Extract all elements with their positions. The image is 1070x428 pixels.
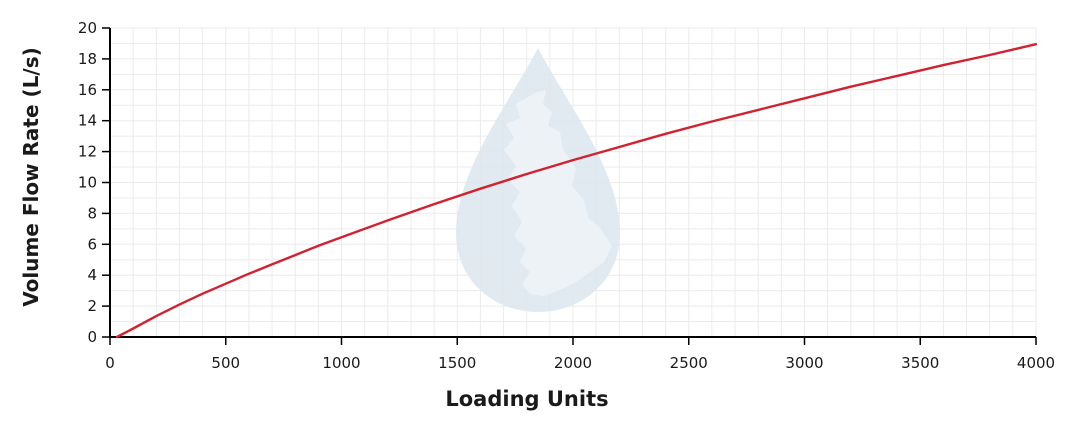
- y-axis-ticks: 0 2 4 6 8 10 12 14 16 18 20: [78, 19, 110, 346]
- x-tick-label: 2000: [554, 354, 592, 372]
- x-tick-label: 3000: [785, 354, 823, 372]
- series-group: [115, 43, 1038, 339]
- series-line-0: [115, 43, 1038, 339]
- y-tick-label: 6: [87, 235, 97, 253]
- y-tick-label: 4: [87, 266, 97, 284]
- y-tick-label: 12: [78, 143, 97, 161]
- y-tick-label: 20: [78, 19, 97, 37]
- x-tick-label: 3500: [901, 354, 939, 372]
- x-tick-label: 1500: [438, 354, 476, 372]
- x-axis-title: Loading Units: [445, 387, 608, 411]
- x-tick-label: 500: [211, 354, 240, 372]
- y-tick-label: 0: [87, 328, 97, 346]
- water-drop-map-icon: [456, 48, 620, 312]
- y-tick-label: 10: [78, 174, 97, 192]
- y-tick-label: 2: [87, 297, 97, 315]
- x-tick-label: 2500: [670, 354, 708, 372]
- x-tick-label: 0: [105, 354, 115, 372]
- y-tick-label: 14: [78, 112, 97, 130]
- x-axis-ticks: 0 500 1000 1500 2000 2500 3000 3500 4000: [105, 337, 1055, 372]
- x-tick-label: 4000: [1017, 354, 1055, 372]
- y-tick-label: 18: [78, 50, 97, 68]
- y-tick-label: 16: [78, 81, 97, 99]
- y-tick-label: 8: [87, 204, 97, 222]
- y-axis-title: Volume Flow Rate (L/s): [19, 47, 43, 307]
- map-landmass-shape: [504, 90, 612, 296]
- x-tick-label: 1000: [322, 354, 360, 372]
